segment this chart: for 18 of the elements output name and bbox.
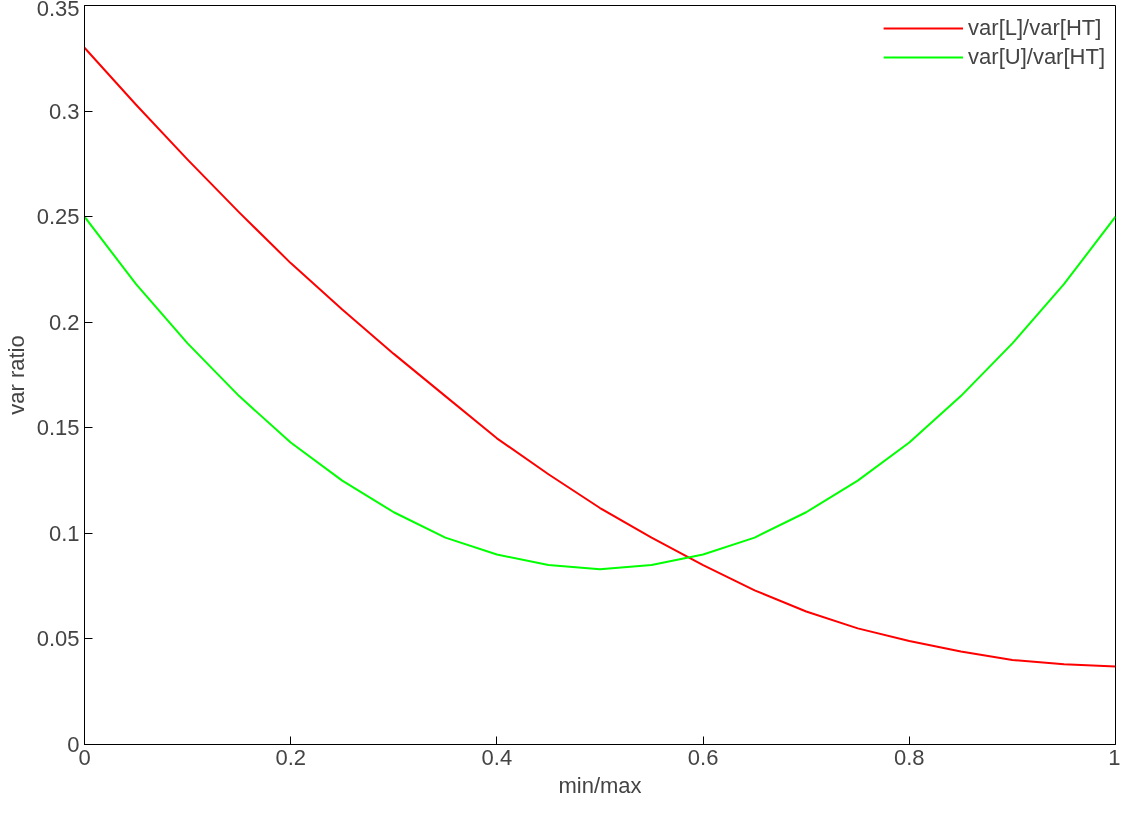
x-tick-label: 1 [1108, 744, 1121, 770]
legend-label: var[L]/var[HT] [968, 15, 1102, 41]
y-tick-label: 0.35 [36, 0, 80, 21]
x-tick-label: 0.8 [894, 744, 925, 770]
y-axis-title: var ratio [3, 335, 29, 415]
y-tick-label: 0.15 [36, 415, 80, 441]
y-tick-label: 0.25 [36, 204, 80, 230]
legend-label: var[U]/var[HT] [968, 44, 1105, 70]
x-axis-title: min/max [558, 772, 642, 798]
line-series [84, 215, 1116, 571]
y-tick-label: 0.3 [48, 98, 80, 124]
y-tick-label: 0.2 [48, 309, 80, 335]
y-tick-label: 0.05 [36, 626, 80, 652]
line-series [84, 46, 1116, 668]
x-tick-label: 0.4 [481, 744, 513, 770]
x-tick-label: 0.6 [687, 744, 719, 770]
x-tick-label: 0.2 [275, 744, 306, 770]
y-tick-label: 0.1 [48, 520, 80, 546]
